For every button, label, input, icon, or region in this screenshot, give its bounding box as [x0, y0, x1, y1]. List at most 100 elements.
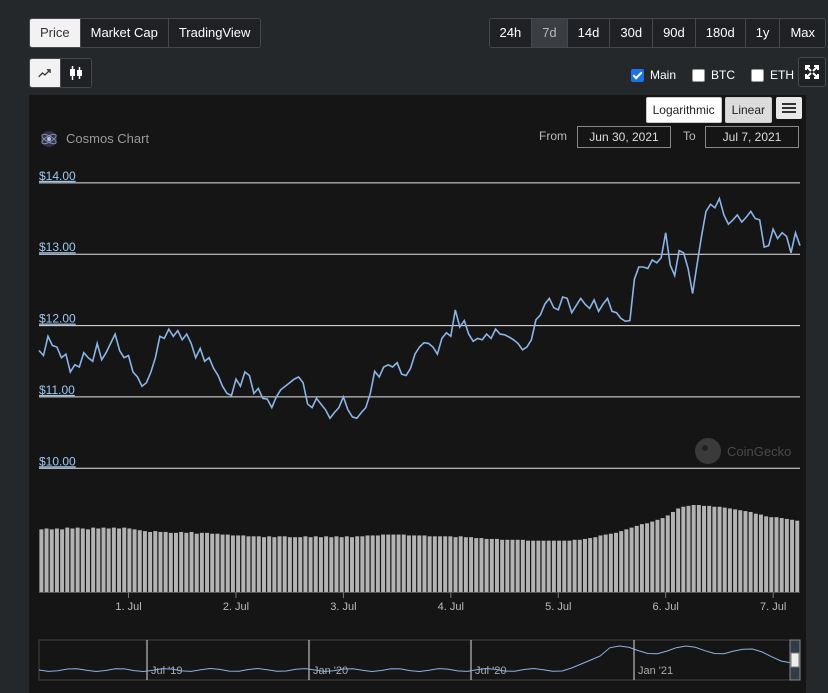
volume-bar — [686, 505, 691, 592]
volume-bar — [702, 505, 707, 592]
toggle-btc[interactable]: BTC — [692, 68, 735, 82]
volume-bar — [158, 531, 163, 592]
volume-bar — [624, 529, 629, 592]
candlestick-icon — [70, 66, 82, 80]
volume-bar — [350, 537, 354, 592]
eth-checkbox[interactable] — [751, 68, 764, 82]
volume-bar — [733, 509, 738, 592]
volume-bar — [344, 536, 349, 592]
volume-bar — [681, 506, 686, 592]
navigator[interactable]: Jul '19 Jan '20 Jul '20 Jan '21 — [38, 639, 801, 681]
toggle-eth[interactable]: ETH — [751, 68, 794, 82]
range-180d[interactable]: 180d — [695, 19, 746, 47]
volume-bar — [717, 506, 722, 592]
volume-bar — [101, 527, 106, 592]
volume-bar — [722, 507, 727, 592]
volume-bar — [784, 518, 789, 592]
candlestick-chart-button[interactable] — [61, 59, 91, 87]
watermark-text: CoinGecko — [727, 443, 792, 459]
volume-bar — [707, 505, 712, 592]
volume-bar — [303, 536, 308, 592]
volume-bar — [790, 519, 795, 592]
main-checkbox[interactable] — [630, 68, 644, 82]
volume-bar — [593, 537, 598, 592]
volume-bar — [758, 514, 763, 592]
volume-bar — [117, 528, 122, 592]
range-1y[interactable]: 1y — [745, 19, 781, 47]
coingecko-watermark: CoinGecko — [694, 437, 791, 465]
volume-bar — [526, 540, 531, 592]
volume-bar — [753, 513, 758, 592]
trend-line-icon — [38, 69, 51, 78]
from-date-input[interactable]: Jun 30, 2021 — [577, 126, 671, 148]
volume-bar — [220, 534, 225, 592]
volume-bar — [650, 521, 655, 592]
chart-menu-button[interactable] — [776, 97, 802, 119]
volume-bar — [515, 539, 520, 592]
volume-bar — [256, 536, 261, 592]
range-24h[interactable]: 24h — [489, 19, 533, 47]
toggle-main[interactable]: Main — [630, 68, 676, 82]
volume-bar — [111, 527, 116, 592]
volume-bar — [479, 538, 484, 592]
volume-bar — [474, 538, 479, 592]
to-date-input[interactable]: Jul 7, 2021 — [705, 126, 799, 148]
chart-title: Cosmos Chart — [66, 131, 150, 146]
volume-bar — [443, 536, 448, 592]
tab-price[interactable]: Price — [30, 19, 81, 47]
chart-type-tabs: Price Market Cap TradingView — [29, 18, 262, 48]
volume-bar — [241, 535, 246, 592]
linear-button[interactable]: Linear — [724, 97, 772, 123]
volume-bar — [676, 508, 681, 592]
range-7d[interactable]: 7d — [532, 19, 568, 47]
volume-bar — [453, 537, 458, 592]
volume-bar — [60, 529, 65, 592]
volume-bar — [360, 536, 365, 592]
volume-bar — [484, 538, 489, 592]
volume-bar — [355, 536, 360, 592]
volume-bar — [39, 529, 44, 592]
btc-checkbox[interactable] — [692, 68, 705, 82]
tab-tradingview[interactable]: TradingView — [168, 19, 261, 47]
volume-bar — [391, 534, 396, 592]
volume-bar — [417, 535, 422, 592]
volume-bar — [536, 540, 541, 592]
volume-bar — [324, 536, 329, 592]
volume-bar — [236, 535, 241, 592]
volume-bar — [469, 537, 474, 592]
volume-bar — [562, 540, 567, 592]
volume-bar — [137, 530, 142, 592]
tab-market-cap[interactable]: Market Cap — [80, 19, 169, 47]
range-30d[interactable]: 30d — [610, 19, 654, 47]
volume-bar — [282, 536, 287, 592]
x-tick-label: 7. Jul — [760, 601, 786, 613]
chart-style-selector — [29, 58, 92, 88]
range-max[interactable]: Max — [780, 19, 825, 47]
volume-bar — [727, 508, 732, 592]
volume-bar — [163, 531, 168, 592]
main-label: Main — [649, 68, 676, 82]
volume-bar — [567, 540, 572, 592]
scale-selector: Logarithmic Linear — [645, 97, 772, 123]
volume-bar — [603, 534, 608, 592]
to-label: To — [683, 129, 696, 143]
x-tick-label: 4. Jul — [438, 601, 464, 613]
volume-bar — [655, 519, 660, 592]
volume-bar — [614, 532, 619, 592]
logarithmic-button[interactable]: Logarithmic — [645, 97, 722, 123]
volume-bar — [738, 510, 743, 592]
navigator-handle[interactable] — [790, 652, 800, 668]
volume-bar — [712, 506, 717, 592]
volume-bar — [189, 531, 194, 592]
fullscreen-button[interactable] — [798, 57, 826, 87]
y-tick-label: $12.00 — [39, 312, 76, 326]
y-tick-label: $13.00 — [39, 240, 76, 254]
volume-bar — [691, 505, 696, 592]
time-range-selector: 24h 7d 14d 30d 90d 180d 1y Max — [488, 18, 826, 48]
range-90d[interactable]: 90d — [653, 19, 696, 47]
line-chart-button[interactable] — [30, 59, 61, 87]
range-14d[interactable]: 14d — [567, 19, 611, 47]
volume-bar — [230, 535, 235, 592]
y-tick-label: $10.00 — [39, 454, 76, 468]
volume-bar — [438, 536, 442, 592]
